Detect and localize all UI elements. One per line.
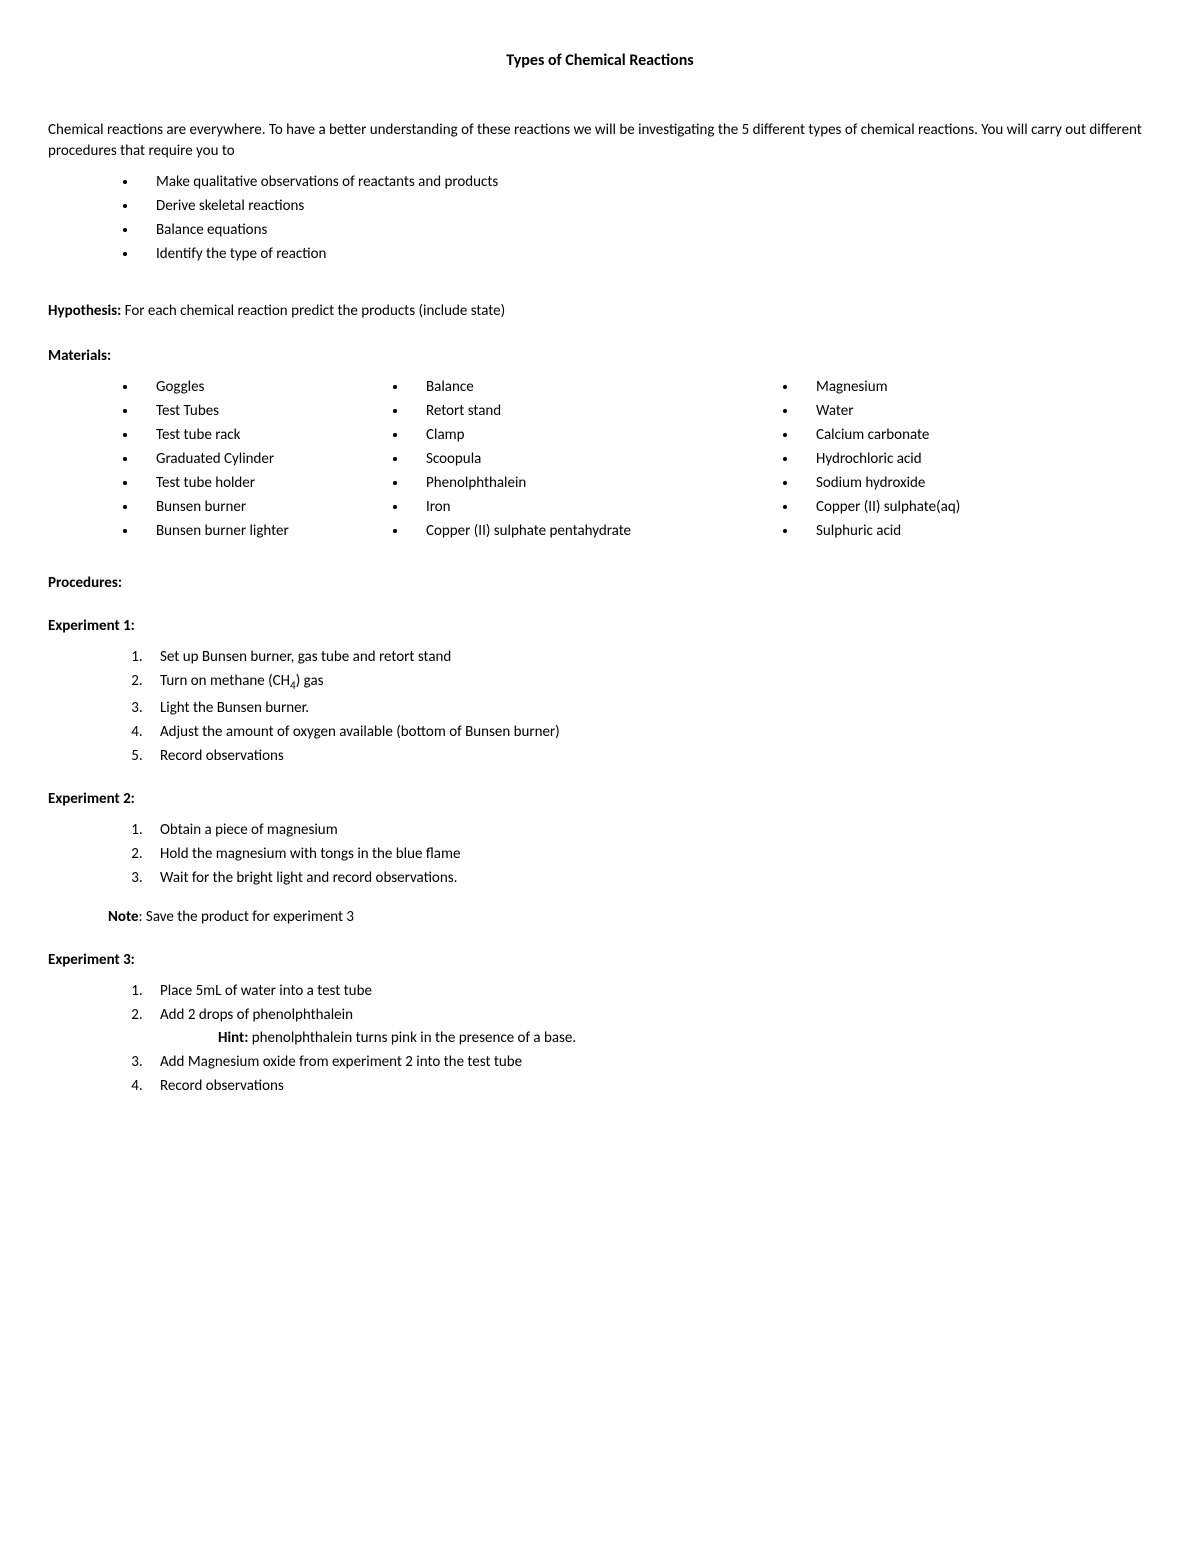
list-item: Hold the magnesium with tongs in the blu… [146,844,1152,865]
list-item: Test tube rack [138,425,308,446]
materials-columns: Goggles Test Tubes Test tube rack Gradua… [48,377,1152,545]
list-item: Magnesium [798,377,1152,398]
materials-label: Materials: [48,346,1152,367]
hint-text: phenolphthalein turns pink in the presen… [248,1029,576,1047]
list-item: Water [798,401,1152,422]
list-item: Place 5mL of water into a test tube [146,981,1152,1002]
list-item: Retort stand [408,401,698,422]
list-item: Copper (II) sulphate pentahydrate [408,521,698,542]
experiment-2-steps: Obtain a piece of magnesium Hold the mag… [48,820,1152,889]
list-item: Add Magnesium oxide from experiment 2 in… [146,1052,1152,1073]
list-item: Clamp [408,425,698,446]
list-item: Wait for the bright light and record obs… [146,868,1152,889]
list-item: Identify the type of reaction [138,244,1152,265]
list-item: Sulphuric acid [798,521,1152,542]
list-item: Hydrochloric acid [798,449,1152,470]
experiment-2-heading: Experiment 2: [48,789,1152,810]
list-item: Set up Bunsen burner, gas tube and retor… [146,647,1152,668]
list-item: Obtain a piece of magnesium [146,820,1152,841]
list-item: Add 2 drops of phenolphthalein Hint: phe… [146,1005,1152,1049]
list-item: Balance equations [138,220,1152,241]
list-item: Record observations [146,746,1152,767]
experiment-1-steps: Set up Bunsen burner, gas tube and retor… [48,647,1152,767]
list-item: Turn on methane (CH4) gas [146,671,1152,695]
list-item: Bunsen burner lighter [138,521,308,542]
experiment-3-steps: Place 5mL of water into a test tube Add … [48,981,1152,1097]
list-item: Derive skeletal reactions [138,196,1152,217]
list-item: Adjust the amount of oxygen available (b… [146,722,1152,743]
hint-label: Hint: [218,1029,248,1047]
list-item: Balance [408,377,698,398]
list-item: Test Tubes [138,401,308,422]
intro-paragraph: Chemical reactions are everywhere. To ha… [48,120,1152,162]
hypothesis-section: Hypothesis: For each chemical reaction p… [48,301,1152,322]
experiment-3-heading: Experiment 3: [48,950,1152,971]
list-item: Calcium carbonate [798,425,1152,446]
materials-col-3: Magnesium Water Calcium carbonate Hydroc… [708,377,1152,542]
list-item: Copper (II) sulphate(aq) [798,497,1152,518]
list-item: Record observations [146,1076,1152,1097]
experiment-2-note: Note: Save the product for experiment 3 [48,907,1152,928]
list-item: Test tube holder [138,473,308,494]
note-label: Note [108,908,139,926]
note-text: : Save the product for experiment 3 [139,908,355,926]
list-item: Graduated Cylinder [138,449,308,470]
document-title: Types of Chemical Reactions [48,50,1152,72]
list-item: Bunsen burner [138,497,308,518]
list-item: Iron [408,497,698,518]
list-item: Sodium hydroxide [798,473,1152,494]
hypothesis-label: Hypothesis: [48,302,121,320]
list-item: Phenolphthalein [408,473,698,494]
list-item: Make qualitative observations of reactan… [138,172,1152,193]
intro-bullet-list: Make qualitative observations of reactan… [48,172,1152,265]
hypothesis-text: For each chemical reaction predict the p… [121,302,505,320]
list-item: Goggles [138,377,308,398]
experiment-1-heading: Experiment 1: [48,616,1152,637]
list-item: Scoopula [408,449,698,470]
procedures-label: Procedures: [48,573,1152,594]
list-item: Light the Bunsen burner. [146,698,1152,719]
materials-col-1: Goggles Test Tubes Test tube rack Gradua… [48,377,308,542]
materials-col-2: Balance Retort stand Clamp Scoopula Phen… [318,377,698,542]
experiment-3-hint: Hint: phenolphthalein turns pink in the … [160,1028,1152,1049]
